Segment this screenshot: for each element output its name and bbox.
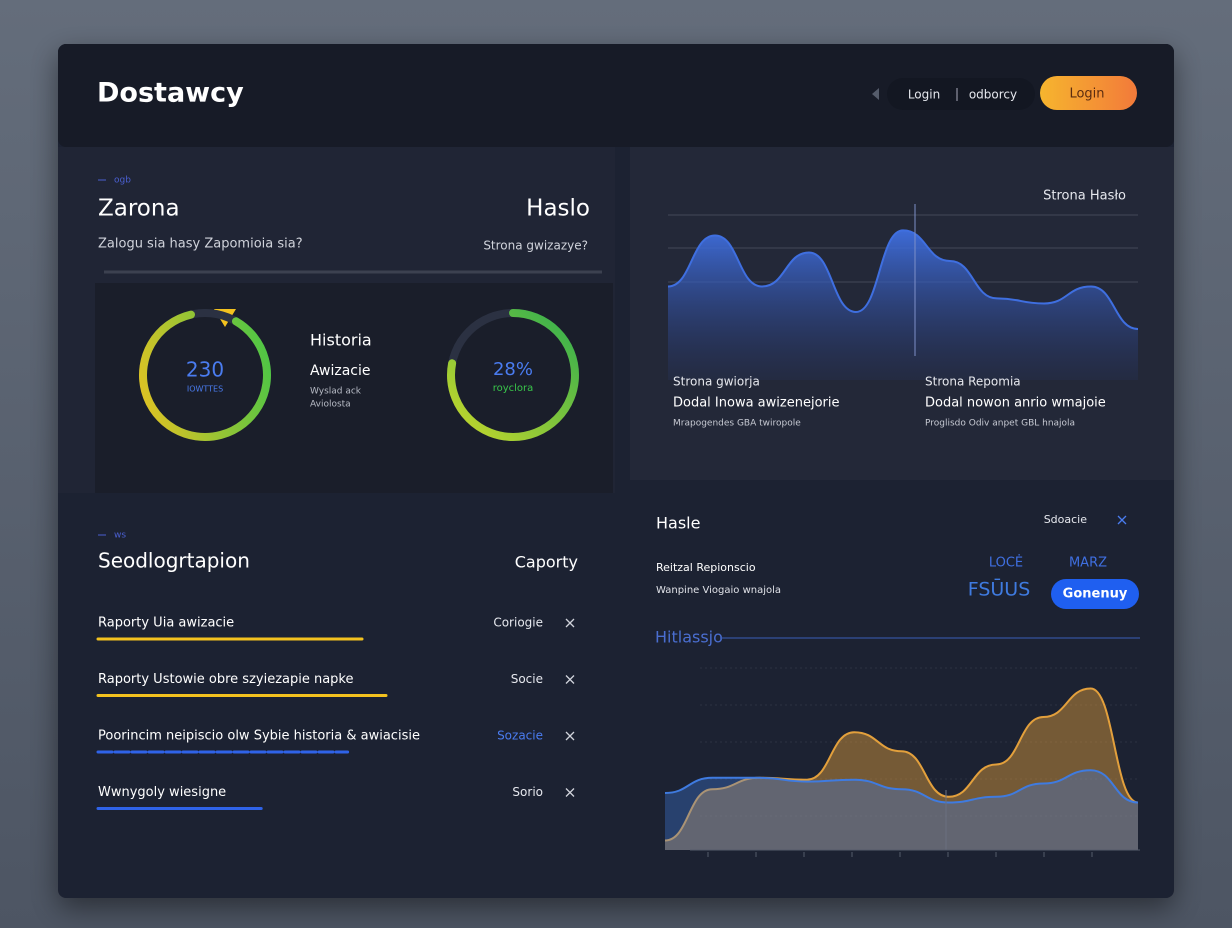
row-status: Sozacie — [497, 729, 543, 743]
detail-tag: MARZ — [1069, 556, 1107, 571]
row-status: Coriogie — [493, 616, 543, 630]
series-area — [665, 688, 1138, 850]
app-title: Dostawcy — [97, 78, 244, 109]
section-title-right: Caporty — [515, 553, 578, 572]
detail-button-label[interactable]: Gonenuy — [1063, 587, 1128, 602]
detail-line: Wanpine Viogaio wnajola — [656, 585, 781, 596]
detail-title: Hasle — [656, 514, 700, 533]
caption-heading: Dodal nowon anrio wmajoie — [925, 396, 1106, 411]
row-status: Sorio — [512, 785, 543, 799]
row-close[interactable] — [565, 731, 575, 741]
caption-note: Mrapogendes GBA twiropole — [673, 419, 801, 429]
row-close[interactable] — [565, 788, 575, 797]
row-text: Raporty Ustowie obre szyiezapie napke — [98, 672, 354, 687]
nav-link[interactable]: odborcy — [969, 88, 1017, 102]
close-icon[interactable] — [1117, 515, 1127, 525]
detail-status: FSŪUS — [968, 577, 1031, 601]
gauge-arc — [447, 309, 579, 441]
section-subtitle: Zalogu sia hasy Zapomioia sia? — [98, 237, 303, 252]
row-text: Wwnygoly wiesigne — [98, 785, 226, 800]
caption-title: Strona gwiorja — [673, 375, 760, 389]
series-line — [664, 769, 1139, 804]
gauge-arc — [139, 309, 271, 441]
gauge-sublabel: royclora — [493, 383, 534, 394]
section-caption: ws — [114, 531, 126, 541]
trend-line — [667, 229, 1139, 330]
caption-title: Strona Repomia — [925, 375, 1021, 389]
gauge-middle-subtitle: Awizacie — [310, 363, 370, 379]
login-button[interactable] — [1040, 76, 1137, 110]
row-close[interactable] — [565, 618, 575, 628]
gauge-value: 28% — [493, 359, 533, 380]
trend-area — [668, 230, 1138, 380]
series-line — [664, 687, 1139, 842]
login-button-label[interactable]: Login — [1069, 87, 1104, 102]
section-title-right: Haslo — [526, 196, 590, 222]
row-text: Raporty Uia awizacie — [98, 616, 234, 631]
trend-label: Strona Hasło — [1043, 189, 1126, 204]
gauge-value: 230 — [186, 358, 224, 382]
nav-link[interactable]: Login — [908, 88, 940, 102]
detail-line: Reitzal Repionscio — [656, 561, 756, 574]
gauge-middle-line: Aviolosta — [310, 400, 351, 410]
back-arrow[interactable] — [872, 88, 879, 100]
gauge-middle-line: Wyslad ack — [310, 387, 362, 397]
section-title: Zarona — [98, 196, 180, 222]
row-status: Socie — [511, 672, 543, 686]
header-bar — [58, 44, 1174, 147]
section-title: Seodlogrtapion — [98, 549, 250, 573]
section-subtitle-right: Strona gwizazye? — [483, 239, 588, 253]
detail-link[interactable]: Sdoacie — [1044, 513, 1088, 526]
gauge-middle-title: Historia — [310, 331, 372, 350]
caption-heading: Dodal Inowa awizenejorie — [673, 396, 839, 411]
caption-note: Proglisdo Odiv anpet GBL hnajola — [925, 419, 1075, 429]
detail-tag: LOCĖ — [989, 555, 1023, 571]
row-text: Poorincim neipiscio olw Sybie historia &… — [98, 729, 420, 744]
row-close[interactable] — [565, 675, 575, 684]
detail-button[interactable] — [1051, 579, 1139, 609]
nav-pill — [887, 78, 1035, 110]
gauge-sublabel: IOWTTES — [187, 385, 223, 394]
section-caption: ogb — [114, 176, 131, 186]
chart-title: Hitlassjo — [655, 628, 723, 647]
chart-grid — [700, 667, 1140, 817]
